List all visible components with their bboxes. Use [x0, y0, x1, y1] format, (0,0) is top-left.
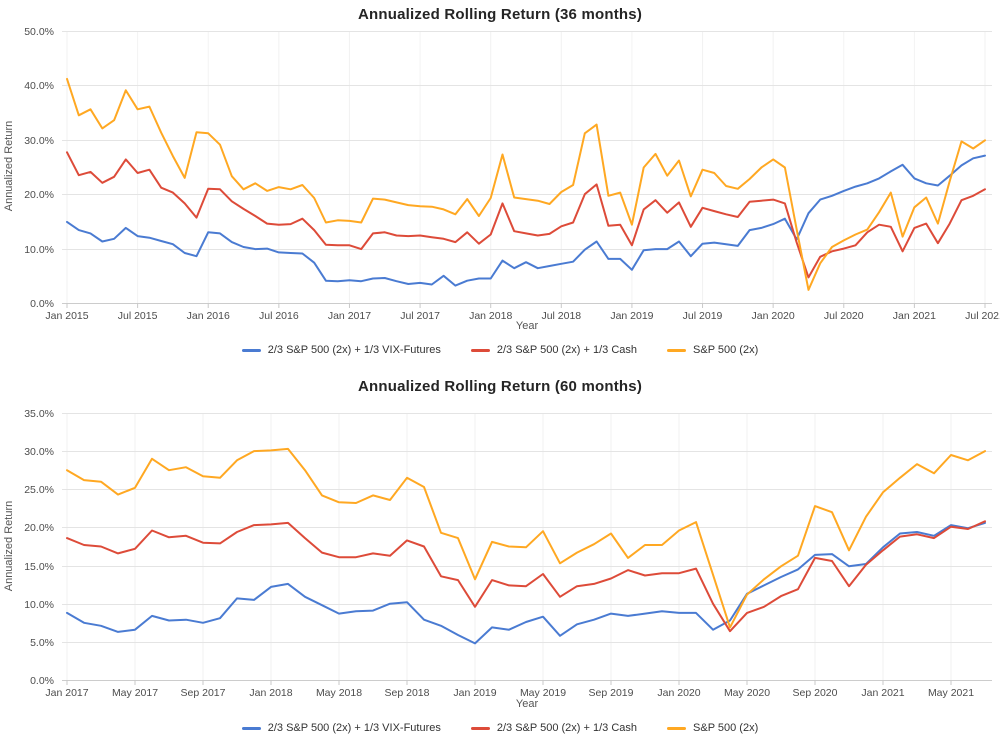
x-tick-label: Jul 2015 — [118, 310, 158, 322]
legend-label: 2/3 S&P 500 (2x) + 1/3 Cash — [496, 344, 638, 356]
legend-item-cash: 2/3 S&P 500 (2x) + 1/3 Cash — [470, 344, 638, 356]
legend-item-cash: 2/3 S&P 500 (2x) + 1/3 Cash — [470, 722, 638, 734]
x-tick-label: Jul 2019 — [683, 310, 723, 322]
y-tick-label: 10.0% — [24, 599, 54, 611]
chart-rolling-return-60-months: Annualized Rolling Return (60 months) An… — [0, 372, 1000, 744]
x-tick-label: Jan 2017 — [328, 310, 371, 322]
x-tick-label: May 2017 — [112, 687, 158, 699]
legend-item-sp500-2x: S&P 500 (2x) — [667, 722, 758, 734]
y-tick-label: 15.0% — [24, 561, 54, 573]
y-tick-label: 20.0% — [24, 522, 54, 534]
series-line-2-3-s-p-500-2x-1-3-vix-futures — [66, 521, 986, 645]
chart-canvas-1: 0.0% 5.0% 10.0% 15.0% 20.0% 25.0% 30.0% 35.0% Ja… — [24, 408, 992, 699]
y-tick-label: 0.0% — [30, 675, 54, 687]
legend-swatch-icon — [470, 726, 490, 730]
x-tick-label: Jul 2017 — [400, 310, 440, 322]
legend-item-vix-futures: 2/3 S&P 500 (2x) + 1/3 VIX-Futures — [241, 344, 441, 356]
legend-item-vix-futures: 2/3 S&P 500 (2x) + 1/3 VIX-Futures — [241, 722, 441, 734]
x-tick-label: Jul 2021 — [965, 310, 1000, 322]
chart-title: Annualized Rolling Return (60 months) — [357, 378, 643, 395]
legend: 2/3 S&P 500 (2x) + 1/3 VIX-Futures 2/3 S… — [0, 344, 1000, 356]
x-tick-label: Jan 2018 — [469, 310, 512, 322]
series-line-2-3-s-p-500-2x-1-3-vix-futures — [66, 154, 986, 287]
x-tick-label: May 2018 — [316, 687, 362, 699]
series-line-2-3-s-p-500-2x-1-3-cash — [66, 151, 986, 279]
x-tick-label: Jul 2018 — [541, 310, 581, 322]
y-tick-label: 10.0% — [24, 244, 54, 256]
x-tick-label: Jan 2017 — [45, 687, 88, 699]
x-axis-label: Year — [515, 320, 539, 332]
y-tick-label: 35.0% — [24, 408, 54, 420]
legend-label: S&P 500 (2x) — [693, 344, 759, 356]
y-tick-label: 25.0% — [24, 484, 54, 496]
legend-swatch-icon — [241, 726, 261, 730]
y-tick-label: 0.0% — [30, 298, 54, 310]
x-tick-label: Jan 2020 — [657, 687, 700, 699]
x-tick-label: Jan 2020 — [752, 310, 795, 322]
legend-swatch-icon — [241, 348, 261, 352]
x-tick-label: May 2019 — [520, 687, 566, 699]
x-tick-label: Sep 2020 — [793, 687, 838, 699]
legend-swatch-icon — [470, 348, 490, 352]
legend-swatch-icon — [667, 348, 687, 352]
y-tick-label: 30.0% — [24, 135, 54, 147]
x-tick-label: Sep 2018 — [385, 687, 430, 699]
x-tick-label: Sep 2019 — [589, 687, 634, 699]
x-tick-label: Jan 2019 — [610, 310, 653, 322]
y-tick-label: 20.0% — [24, 189, 54, 201]
series-line-2-3-s-p-500-2x-1-3-cash — [66, 520, 986, 633]
x-tick-label: Jul 2020 — [824, 310, 864, 322]
x-tick-label: Jan 2015 — [45, 310, 88, 322]
series-line-s-p-500-2x- — [66, 447, 986, 629]
x-axis-label: Year — [515, 698, 539, 710]
legend-label: 2/3 S&P 500 (2x) + 1/3 Cash — [496, 722, 638, 734]
legend-label: 2/3 S&P 500 (2x) + 1/3 VIX-Futures — [267, 722, 441, 734]
x-tick-label: May 2020 — [724, 687, 770, 699]
chart-title: Annualized Rolling Return (36 months) — [357, 6, 643, 23]
x-tick-label: Jan 2019 — [453, 687, 496, 699]
legend-label: 2/3 S&P 500 (2x) + 1/3 VIX-Futures — [267, 344, 441, 356]
legend-item-sp500-2x: S&P 500 (2x) — [667, 344, 758, 356]
y-tick-label: 50.0% — [24, 26, 54, 38]
chart-canvas-0: 0.0% 10.0% 20.0% 30.0% 40.0% 50.0% Jan 2015 Jul… — [24, 26, 1000, 322]
x-tick-label: May 2021 — [928, 687, 974, 699]
chart-rolling-return-36-months: Annualized Rolling Return (36 months) An… — [0, 6, 1000, 356]
x-tick-label: Jul 2016 — [259, 310, 299, 322]
y-tick-label: 30.0% — [24, 446, 54, 458]
legend-swatch-icon — [667, 726, 687, 730]
legend: 2/3 S&P 500 (2x) + 1/3 VIX-Futures 2/3 S… — [0, 722, 1000, 734]
x-tick-label: Jan 2021 — [861, 687, 904, 699]
y-tick-label: 40.0% — [24, 80, 54, 92]
legend-label: S&P 500 (2x) — [693, 722, 759, 734]
series-line-s-p-500-2x- — [66, 77, 986, 291]
x-tick-label: Jan 2016 — [187, 310, 230, 322]
y-tick-label: 5.0% — [30, 637, 54, 649]
x-tick-label: Jan 2018 — [249, 687, 292, 699]
x-tick-label: Sep 2017 — [181, 687, 226, 699]
x-tick-label: Jan 2021 — [893, 310, 936, 322]
